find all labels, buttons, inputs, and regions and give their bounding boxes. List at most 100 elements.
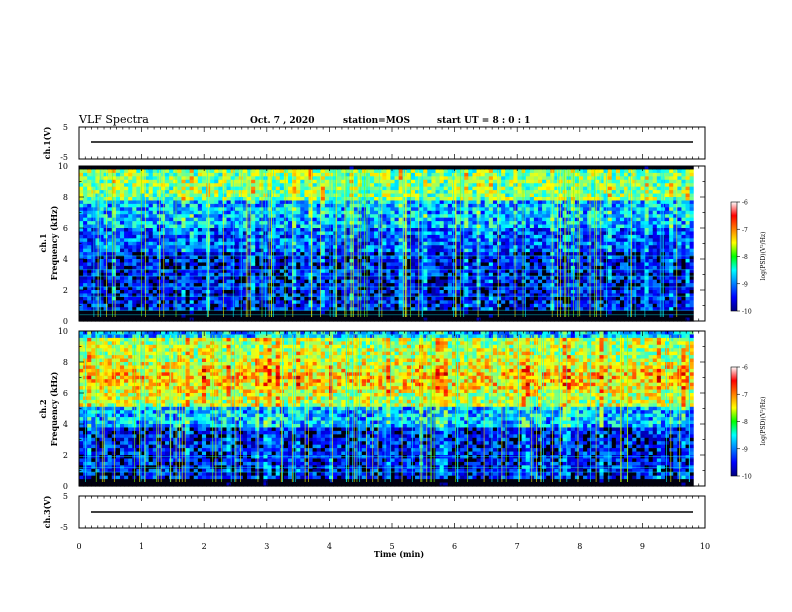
spectrogram-cell [464, 210, 469, 215]
spectrogram-cell [144, 265, 150, 270]
spectrogram-cell [386, 172, 392, 177]
spectrogram-cell [152, 190, 158, 195]
spectrogram-cell [365, 286, 371, 291]
spectrogram-cell [251, 307, 256, 312]
spectrogram-cell [423, 303, 428, 308]
spectrogram-cell [242, 255, 248, 260]
spectrogram-cell [464, 255, 469, 260]
spectrogram-cell [423, 241, 428, 246]
spectrogram-cell [87, 293, 92, 298]
spectrogram-cell [226, 293, 232, 298]
spectrogram-cell [148, 248, 154, 253]
spectrogram-cell [476, 303, 482, 308]
spectrogram-cell [394, 166, 400, 171]
spectrogram-cell [148, 286, 154, 291]
spectrogram-cell [316, 265, 322, 270]
spectrogram-cell [152, 172, 158, 177]
spectrogram-cell [398, 283, 404, 288]
spectrogram-cell [296, 286, 301, 291]
spectrogram-cell [451, 197, 457, 202]
spectrogram-cell [464, 241, 469, 246]
spectrogram-cell [296, 283, 301, 288]
spectrogram-cell [111, 203, 117, 208]
spectrogram-cell [501, 276, 506, 281]
spectrogram-cell [390, 310, 396, 315]
spectrogram-cell [447, 252, 453, 257]
spectrogram-cell [505, 176, 510, 181]
spectrogram-cell [152, 210, 158, 215]
spectrogram-cell [251, 238, 256, 243]
spectrogram-cell [83, 310, 88, 315]
spectrogram-cell [492, 265, 498, 270]
spectrogram-cell [275, 193, 281, 198]
spectrogram-cell [87, 300, 92, 305]
spectrogram-cell [365, 279, 371, 284]
spectrogram-cell [214, 314, 219, 319]
spectrogram-cell [169, 193, 174, 198]
spectrogram-cell [292, 296, 297, 301]
spectrogram-cell [353, 262, 359, 267]
spectrogram-cell [103, 179, 109, 184]
spectrogram-cell [177, 283, 183, 288]
spectrogram-cell [275, 214, 281, 219]
spectrogram-cell [406, 317, 412, 322]
spectrogram-cell [324, 203, 330, 208]
spectrogram-cell [275, 296, 281, 301]
spectrogram-cell [492, 197, 498, 202]
spectrogram-cell [103, 231, 109, 236]
spectrogram-cell [152, 310, 158, 315]
spectrogram-cell [292, 293, 297, 298]
spectrogram-cell [501, 259, 506, 264]
spectrogram-cell [193, 303, 199, 308]
spectrogram-cell [296, 203, 301, 208]
spectrogram-cell [160, 286, 166, 291]
spectrogram-cell [234, 293, 240, 298]
spectrogram-cell [382, 317, 387, 322]
spectrogram-cell [144, 224, 150, 229]
spectrogram-cell [275, 200, 281, 205]
spectrogram-cell [410, 190, 416, 195]
spectrogram-cell [156, 286, 162, 291]
spectrogram-cell [251, 217, 256, 222]
spectrogram-cell [419, 293, 424, 298]
spectrogram-cell [423, 245, 428, 250]
spectrogram-cell [509, 269, 515, 274]
spectrogram-cell [492, 228, 498, 233]
spectrogram-cell [128, 179, 133, 184]
spectrogram-cell [218, 193, 224, 198]
spectrogram-cell [410, 283, 416, 288]
spectrogram-cell [333, 300, 338, 305]
spectrogram-cell [83, 245, 88, 250]
spectrogram-cell [320, 193, 326, 198]
spectrogram-cell [234, 255, 240, 260]
spectrogram-cell [111, 207, 117, 212]
spectrogram-cell [415, 252, 420, 257]
spectrogram-cell [300, 238, 305, 243]
spectrogram-cell [390, 172, 396, 177]
spectrogram-cell [279, 300, 285, 305]
spectrogram-cell [410, 224, 416, 229]
spectrogram-cell [472, 265, 478, 270]
spectrogram-cell [497, 169, 502, 174]
spectrogram-cell [406, 238, 412, 243]
spectrogram-cell [124, 300, 129, 305]
spectrogram-cell [333, 252, 338, 257]
spectrogram-cell [103, 228, 109, 233]
spectrogram-cell [251, 176, 256, 181]
spectrogram-cell [292, 190, 297, 195]
spectrogram-cell [136, 241, 142, 246]
spectrogram-cell [472, 203, 478, 208]
spectrogram-cell [464, 272, 469, 277]
spectrogram-cell [201, 255, 207, 260]
spectrogram-cell [476, 255, 482, 260]
spectrogram-cell [181, 172, 187, 177]
spectrogram-cell [513, 200, 519, 205]
spectrogram-cell [488, 186, 494, 191]
spectrogram-cell [464, 269, 469, 274]
spectrogram-cell [99, 317, 105, 322]
spectrogram-cell [308, 241, 314, 246]
spectrogram-cell [226, 307, 232, 312]
spectrogram-cell [144, 276, 150, 281]
spectrogram-cell [374, 234, 379, 239]
spectrogram-cell [201, 207, 207, 212]
